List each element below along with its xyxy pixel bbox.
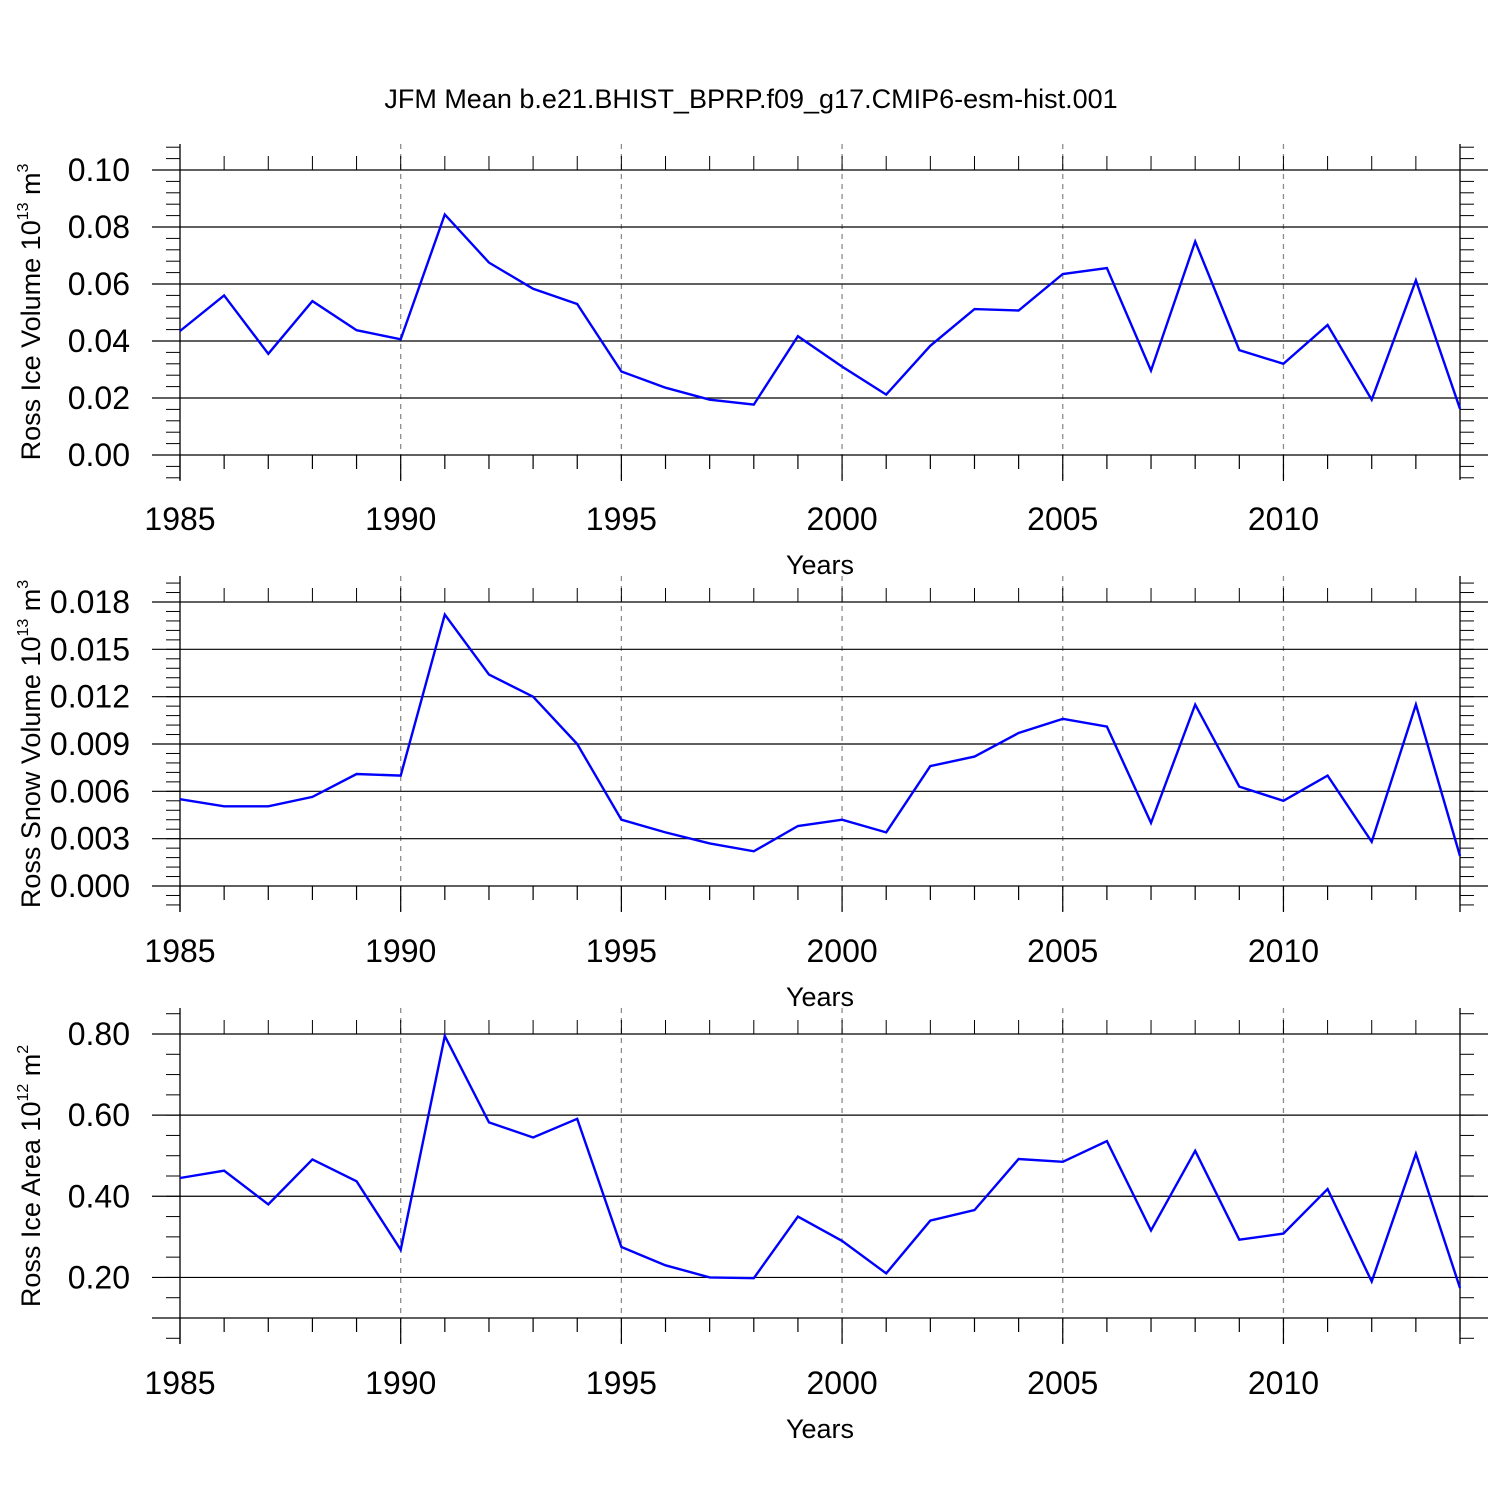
y-tick-label: 0.06 <box>68 266 130 302</box>
x-tick-label: 1985 <box>144 1365 215 1401</box>
x-tick-label: 2010 <box>1248 501 1319 537</box>
y-tick-label: 0.009 <box>50 726 130 762</box>
x-tick-label: 2005 <box>1027 1365 1098 1401</box>
y-tick-label: 0.10 <box>68 152 130 188</box>
y-tick-label: 0.012 <box>50 679 130 715</box>
y-axis-title: Ross Snow Volume 1013 m3 <box>15 580 46 908</box>
x-tick-label: 1990 <box>365 1365 436 1401</box>
y-tick-label: 0.006 <box>50 773 130 809</box>
y-axis-title: Ross Ice Area 1012 m2 <box>15 1045 46 1307</box>
x-tick-label: 2000 <box>806 501 877 537</box>
x-tick-label: 2005 <box>1027 933 1098 969</box>
y-tick-label: 0.003 <box>50 821 130 857</box>
y-tick-label: 0.04 <box>68 323 130 359</box>
series-line <box>179 212 1462 410</box>
x-tick-label: 1990 <box>365 501 436 537</box>
y-tick-label: 0.80 <box>68 1016 130 1052</box>
y-tick-label: 0.60 <box>68 1097 130 1133</box>
chart-title: JFM Mean b.e21.BHIST_BPRP.f09_g17.CMIP6-… <box>384 84 1117 114</box>
x-tick-label: 1990 <box>365 933 436 969</box>
x-tick-label: 1995 <box>586 501 657 537</box>
x-tick-label: 2005 <box>1027 501 1098 537</box>
x-axis-title: Years <box>786 550 854 580</box>
x-tick-label: 2010 <box>1248 1365 1319 1401</box>
y-tick-label: 0.00 <box>68 437 130 473</box>
x-tick-label: 1985 <box>144 501 215 537</box>
y-tick-label: 0.20 <box>68 1259 130 1295</box>
series-line <box>179 611 1462 857</box>
y-axis-title: Ross Ice Volume 1013 m3 <box>15 163 46 460</box>
y-tick-label: 0.08 <box>68 209 130 245</box>
x-tick-label: 2000 <box>806 1365 877 1401</box>
y-tick-label: 0.02 <box>68 380 130 416</box>
x-tick-label: 1995 <box>586 933 657 969</box>
x-tick-label: 2010 <box>1248 933 1319 969</box>
y-tick-label: 0.40 <box>68 1178 130 1214</box>
y-tick-label: 0.018 <box>50 584 130 620</box>
x-tick-label: 1985 <box>144 933 215 969</box>
panel-ice-volume: 0.00 0.02 0.04 0.06 0.08 0.10 1985 1990 1995 2000… <box>15 144 1488 580</box>
x-tick-label: 2000 <box>806 933 877 969</box>
panel-ice-area: 0.20 0.40 0.60 0.80 1985 1990 1995 2000 2005 2010… <box>15 1008 1488 1444</box>
series-line <box>179 1032 1462 1289</box>
y-tick-label: 0.000 <box>50 868 130 904</box>
panel-snow-volume: 0.000 0.003 0.006 0.009 0.012 0.015 0.018 1985 1… <box>15 576 1488 1012</box>
x-tick-label: 1995 <box>586 1365 657 1401</box>
x-axis-title: Years <box>786 982 854 1012</box>
x-axis-title: Years <box>786 1414 854 1444</box>
y-tick-label: 0.015 <box>50 631 130 667</box>
